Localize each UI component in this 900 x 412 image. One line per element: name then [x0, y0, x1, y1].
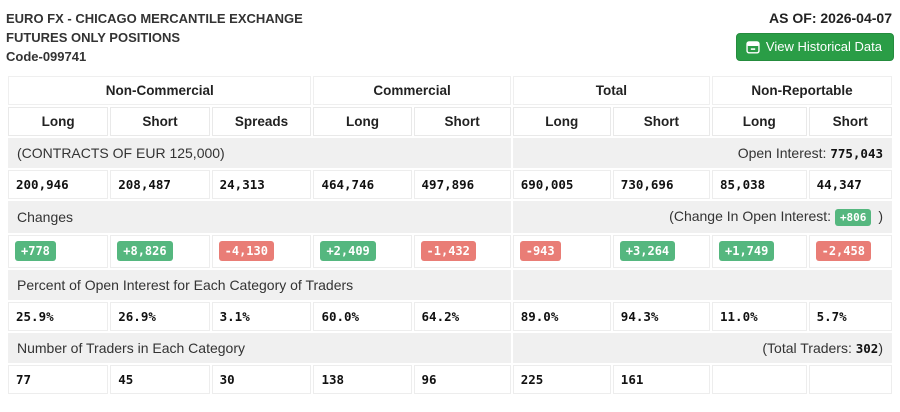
group-header-non-commercial: Non-Commercial [8, 76, 312, 105]
changes-band-row: Changes (Change In Open Interest: +806 ) [8, 201, 892, 233]
change-cell: +1,749 [712, 235, 807, 268]
traders-cell: 77 [8, 365, 109, 394]
view-historical-data-label: View Historical Data [765, 39, 882, 54]
percent-band-spacer [512, 270, 892, 300]
col-header-nonrep-short: Short [808, 107, 892, 136]
position-cell: 690,005 [512, 170, 611, 199]
changes-label: Changes [8, 201, 511, 233]
percent-row: 25.9% 26.9% 3.1% 60.0% 64.2% 89.0% 94.3%… [8, 302, 892, 331]
traders-cell: 96 [413, 365, 511, 394]
traders-cell [808, 365, 892, 394]
change-badge: -1,432 [420, 241, 476, 261]
percent-cell: 64.2% [413, 302, 511, 331]
percent-cell: 26.9% [110, 302, 210, 331]
col-header-noncomm-short: Short [110, 107, 210, 136]
change-badge: -4,130 [218, 241, 274, 261]
change-badge: +3,264 [619, 241, 676, 261]
view-historical-data-button[interactable]: View Historical Data [735, 33, 894, 61]
change-oi-label: (Change In Open Interest: [669, 208, 832, 224]
change-cell: +778 [8, 235, 109, 268]
change-badge: +8,826 [117, 241, 173, 261]
col-header-comm-long: Long [313, 107, 412, 136]
position-cell: 200,946 [8, 170, 109, 199]
traders-label: Number of Traders in Each Category [8, 333, 511, 363]
change-in-open-interest-cell: (Change In Open Interest: +806 ) [512, 201, 892, 233]
col-header-noncomm-long: Long [8, 107, 109, 136]
group-header-non-reportable: Non-Reportable [712, 76, 892, 105]
col-header-total-long: Long [512, 107, 611, 136]
change-badge: -943 [519, 241, 561, 261]
change-badge: +2,409 [320, 241, 376, 261]
total-traders-cell: (Total Traders: 302) [512, 333, 892, 363]
traders-cell: 138 [313, 365, 412, 394]
as-of-date: AS OF: 2026-04-07 [769, 10, 892, 26]
col-header-noncomm-spreads: Spreads [211, 107, 312, 136]
percent-cell: 3.1% [211, 302, 312, 331]
percent-cell: 25.9% [8, 302, 109, 331]
column-header-row: Long Short Spreads Long Short Long Short… [8, 107, 892, 136]
percent-cell: 89.0% [512, 302, 611, 331]
col-header-total-short: Short [612, 107, 710, 136]
percent-cell: 5.7% [808, 302, 892, 331]
change-oi-suffix: ) [878, 208, 883, 224]
change-oi-badge: +806 [834, 209, 872, 226]
percent-label: Percent of Open Interest for Each Catego… [8, 270, 511, 300]
change-cell: +3,264 [612, 235, 710, 268]
header-right-block: AS OF: 2026-04-07 View Historical Data [735, 6, 894, 61]
open-interest-label: Open Interest: [737, 145, 827, 161]
positions-row: 200,946 208,487 24,313 464,746 497,896 6… [8, 170, 892, 199]
position-cell: 730,696 [612, 170, 710, 199]
total-traders-value: 302 [855, 341, 879, 356]
traders-cell [712, 365, 807, 394]
group-header-total: Total [512, 76, 710, 105]
position-cell: 497,896 [413, 170, 511, 199]
change-cell: +8,826 [110, 235, 210, 268]
position-cell: 44,347 [808, 170, 892, 199]
contracts-unit-label: (CONTRACTS OF EUR 125,000) [8, 138, 511, 168]
changes-row: +778 +8,826 -4,130 +2,409 -1,432 -943 +3… [8, 235, 892, 268]
traders-band-row: Number of Traders in Each Category (Tota… [8, 333, 892, 363]
total-traders-suffix: ) [878, 340, 883, 356]
total-traders-label: (Total Traders: [762, 340, 852, 356]
change-cell: -4,130 [211, 235, 312, 268]
position-cell: 85,038 [712, 170, 807, 199]
traders-row: 77 45 30 138 96 225 161 [8, 365, 892, 394]
report-title-block: EURO FX - CHICAGO MERCANTILE EXCHANGE FU… [6, 6, 303, 66]
calendar-icon [746, 40, 760, 54]
page-title: EURO FX - CHICAGO MERCANTILE EXCHANGE [6, 11, 303, 26]
traders-cell: 225 [512, 365, 611, 394]
change-cell: -943 [512, 235, 611, 268]
group-header-commercial: Commercial [313, 76, 511, 105]
open-interest-cell: Open Interest: 775,043 [512, 138, 892, 168]
change-badge: +1,749 [719, 241, 775, 261]
page-header: EURO FX - CHICAGO MERCANTILE EXCHANGE FU… [6, 6, 894, 66]
percent-band-row: Percent of Open Interest for Each Catego… [8, 270, 892, 300]
report-code: Code-099741 [6, 49, 87, 64]
percent-cell: 60.0% [313, 302, 412, 331]
change-cell: -1,432 [413, 235, 511, 268]
change-badge: +778 [15, 241, 56, 261]
position-cell: 24,313 [211, 170, 312, 199]
traders-cell: 30 [211, 365, 312, 394]
col-header-comm-short: Short [413, 107, 511, 136]
open-interest-value: 775,043 [830, 146, 883, 161]
group-header-row: Non-Commercial Commercial Total Non-Repo… [8, 76, 892, 105]
traders-cell: 45 [110, 365, 210, 394]
change-badge: -2,458 [815, 241, 871, 261]
percent-cell: 11.0% [712, 302, 807, 331]
page-subtitle: FUTURES ONLY POSITIONS [6, 30, 181, 45]
col-header-nonrep-long: Long [712, 107, 807, 136]
traders-cell: 161 [612, 365, 710, 394]
change-cell: +2,409 [313, 235, 412, 268]
cot-positions-table: Non-Commercial Commercial Total Non-Repo… [6, 74, 894, 396]
contracts-band-row: (CONTRACTS OF EUR 125,000) Open Interest… [8, 138, 892, 168]
percent-cell: 94.3% [612, 302, 710, 331]
position-cell: 464,746 [313, 170, 412, 199]
position-cell: 208,487 [110, 170, 210, 199]
change-cell: -2,458 [808, 235, 892, 268]
